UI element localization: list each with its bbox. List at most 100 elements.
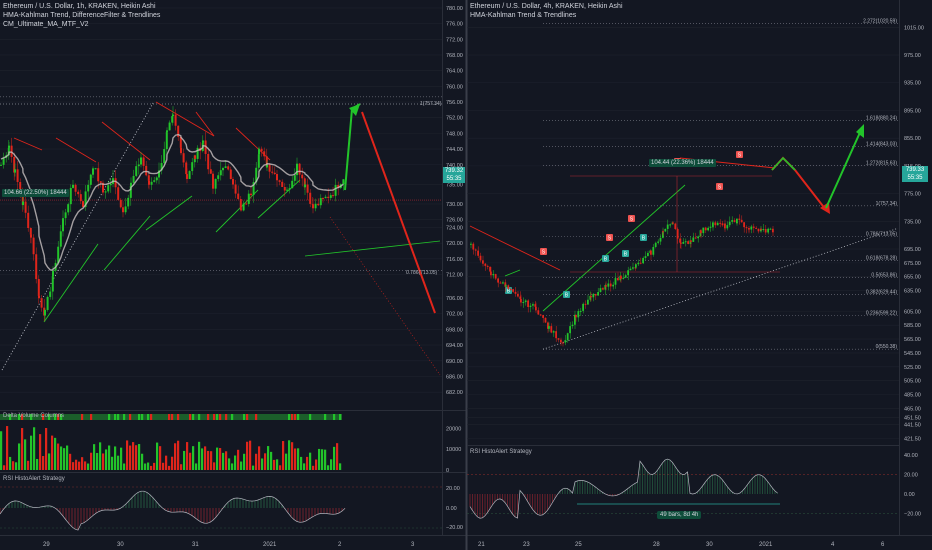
delta-cell [129,414,132,420]
right-candle [755,227,757,229]
left-candle [179,136,182,148]
volume-bar [240,461,243,470]
right-candle [639,262,642,264]
left-candle [266,164,268,168]
right-y-tick: 775.00 [904,192,921,198]
delta-cell [30,414,33,420]
left-candle [22,201,24,206]
left-resistance-segment [55,137,97,163]
left-candle [127,197,130,207]
signal-marker-label: B [624,252,628,258]
delta-cell [213,414,216,420]
right-indicator-1[interactable]: HMA-Kahlman Trend & Trendlines [470,12,577,19]
volume-bar [267,446,270,470]
right-candle [637,262,640,265]
left-candle [163,149,166,164]
left-candle [140,157,142,165]
right-chart[interactable]: 2.272(1020.59) 1.618(880.24) 1.414(843.03)… [467,0,924,548]
volume-bar [192,446,195,470]
volume-bar [75,459,78,470]
left-y-tick: 760.00 [446,84,463,90]
volume-bar [273,459,276,470]
volume-bar [261,458,264,470]
left-candle [174,114,177,126]
delta-cell [138,414,141,420]
delta-cell [90,414,93,420]
left-chart-legend[interactable]: Ethereum / U.S. Dollar, 1h, KRAKEN, Heik… [3,2,160,29]
right-candle [689,240,692,244]
left-x-tick: 2 [338,542,342,548]
left-candle [104,191,107,193]
left-candle [214,178,217,189]
right-price-axis[interactable]: 1015.00975.00935.00895.00855.00815.00775… [904,25,924,442]
right-position-label[interactable]: 104.44 (22.36%) 18444 [649,159,716,167]
volume-bar [198,441,201,470]
rsi-tick: −20.00 [446,525,463,531]
left-indicator-1[interactable]: HMA-Kahlman Trend, DifferenceFilter & Tr… [3,12,161,19]
volume-bar [228,458,231,470]
volume-bar [186,442,189,470]
left-time-axis[interactable]: 29 30 31 2021 2 3 [43,542,415,548]
volume-bar [60,446,63,470]
volume-bar [330,459,333,470]
volume-bar [318,448,321,470]
right-time-axis[interactable]: 21 23 25 28 30 2021 4 6 [478,542,885,548]
right-candle [534,304,537,307]
volume-bar [57,443,60,470]
left-candle [237,193,240,200]
right-candle [602,288,604,290]
left-price-axis[interactable]: 780.00 776.00 772.00 768.00 764.00 760.00 756.… [446,6,463,396]
left-candle [142,157,145,166]
fib-level-label: 1.414(843.03) [866,141,897,147]
signal-marker [716,183,723,190]
left-candle [260,148,263,152]
volume-bar [48,453,51,470]
right-candle [544,317,547,323]
signal-marker-label: B [565,293,569,299]
volume-bar [141,453,144,470]
right-candle [564,340,567,343]
right-candle [597,292,599,296]
right-candle [604,285,607,290]
right-candle [607,283,610,287]
left-trendline-dotted [1,102,154,371]
measure-label[interactable]: 49 bars, 8d 4h [657,511,702,519]
left-candle [227,166,230,170]
right-rsi-title[interactable]: RSI HistoAlert Strategy [470,449,532,455]
volume-bar [3,465,6,470]
left-candle [0,164,2,166]
right-y-tick: 605.00 [904,309,921,315]
right-candle [690,240,692,242]
volume-bar [15,462,18,470]
left-candle [293,175,296,181]
delta-cell [168,414,171,420]
volume-bar [129,445,132,470]
left-y-tick: 768.00 [446,53,463,59]
left-candle [268,164,271,172]
rsi-tick: 20.00 [904,473,918,479]
volume-bar [165,455,168,470]
signal-marker [540,248,547,255]
left-rsi-title[interactable]: RSI HistoAlert Strategy [3,476,65,482]
left-position-label[interactable]: 104.66 (22.50%) 18444 [2,189,69,197]
volume-bar [309,452,312,470]
right-chart-legend[interactable]: Ethereum / U.S. Dollar, 4h, KRAKEN, Heik… [470,2,623,20]
left-support-segment [145,195,193,231]
delta-cell [297,414,300,420]
volume-bar [126,440,129,470]
right-price-badge: 739.33 55:35 [902,166,928,182]
volume-bar [294,448,297,470]
volume-bar [300,456,303,470]
fib-retracement[interactable]: 2.272(1020.59) 1.618(880.24) 1.414(843.03)… [543,18,898,350]
volume-bar [108,445,111,470]
left-candle [317,203,320,206]
left-indicator-2[interactable]: CM_Ultimate_MA_MTF_V2 [3,21,89,28]
right-candle [507,285,510,289]
delta-cell [81,414,84,420]
left-volume-title[interactable]: Delta Volume Columns [3,413,65,419]
left-time-value: 55:35 [446,176,462,182]
signal-marker [736,151,743,158]
right-candle [709,226,712,228]
